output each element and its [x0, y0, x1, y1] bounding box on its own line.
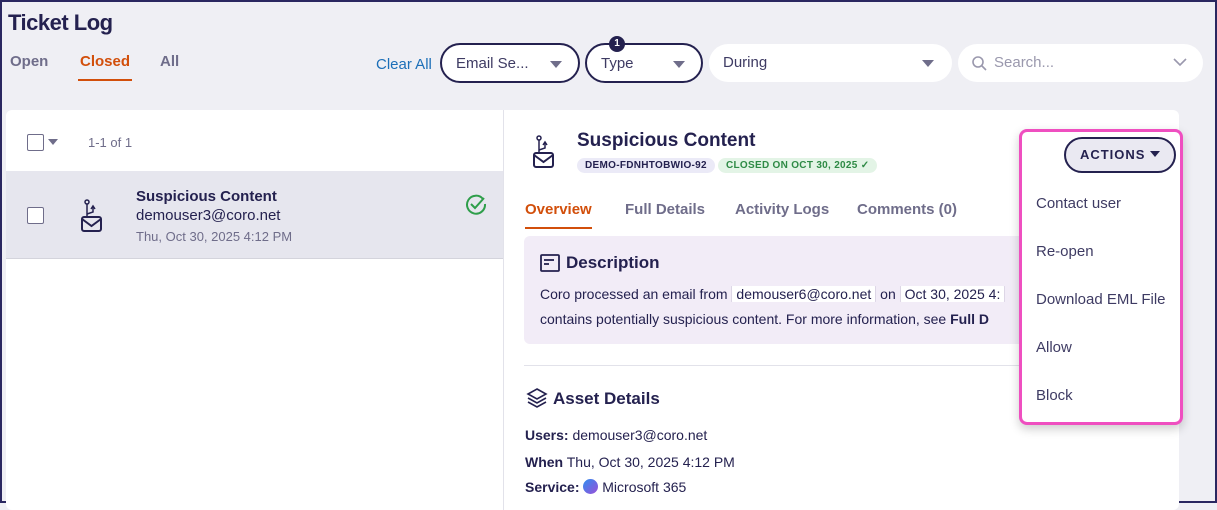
microsoft-365-icon [583, 479, 599, 494]
menu-item-block[interactable]: Block [1036, 387, 1073, 404]
sender-chip: demouser6@coro.net [731, 286, 877, 302]
actions-label: ACTIONS [1079, 147, 1146, 162]
actions-dropdown: ACTIONS Contact user Re-open Download EM… [1019, 129, 1183, 425]
users-value: demouser3@coro.net [572, 427, 708, 443]
chevron-down-icon [1173, 58, 1187, 67]
ticket-list [6, 110, 504, 510]
when-value: Thu, Oct 30, 2025 4:12 PM [566, 454, 735, 470]
filter-label: Type [601, 55, 634, 72]
select-menu-caret-icon[interactable] [48, 139, 58, 145]
date-chip: Oct 30, 2025 4: [899, 286, 1006, 302]
tab-full-details[interactable]: Full Details [625, 201, 706, 218]
description-text: Coro processed an email from [540, 286, 728, 302]
menu-item-contact-user[interactable]: Contact user [1036, 195, 1122, 212]
row-checkbox[interactable] [27, 207, 44, 224]
description-icon [540, 254, 560, 272]
tab-comments[interactable]: Comments (0) [857, 201, 958, 218]
menu-item-allow[interactable]: Allow [1036, 339, 1072, 356]
tab-closed[interactable]: Closed [77, 53, 133, 81]
list-item[interactable]: Suspicious Content demouser3@coro.net Th… [6, 171, 503, 259]
service-label: Service: [525, 479, 580, 495]
page-title: Ticket Log [8, 10, 113, 35]
caret-down-icon [550, 61, 562, 68]
description-panel: Description Coro processed an email from… [524, 236, 1044, 344]
phishing-email-icon [533, 135, 554, 168]
tab-all[interactable]: All [160, 53, 180, 70]
caret-down-icon [1150, 151, 1161, 157]
description-on: on [880, 286, 896, 302]
menu-item-download-eml[interactable]: Download EML File [1036, 291, 1166, 308]
tab-activity-logs[interactable]: Activity Logs [735, 201, 830, 218]
item-date: Thu, Oct 30, 2025 4:12 PM [136, 229, 293, 244]
item-user: demouser3@coro.net [136, 207, 281, 224]
filter-label: Email Se... [456, 55, 529, 72]
full-details-link[interactable]: Full D [950, 311, 989, 327]
users-label: Users: [525, 427, 569, 443]
caret-down-icon [673, 61, 685, 68]
caret-down-icon [922, 60, 934, 67]
during-filter[interactable]: During [709, 44, 952, 82]
closed-badge: CLOSED ON OCT 30, 2025 ✓ [718, 158, 878, 173]
divider [524, 365, 1044, 366]
asset-details-heading: Asset Details [553, 389, 660, 408]
item-title: Suspicious Content [136, 188, 277, 205]
email-security-filter[interactable]: Email Se... [440, 43, 580, 83]
service-value: Microsoft 365 [602, 479, 687, 495]
tab-overview[interactable]: Overview [525, 201, 592, 229]
search-icon [972, 56, 987, 71]
tab-open[interactable]: Open [10, 53, 49, 70]
ticket-id-badge: DEMO-FDNHTOBWIO-92 [577, 158, 715, 173]
clear-all-link[interactable]: Clear All [376, 56, 432, 73]
detail-title: Suspicious Content [577, 130, 756, 151]
layers-icon [526, 388, 548, 408]
description-heading: Description [566, 253, 660, 272]
when-label: When [525, 454, 564, 470]
menu-item-reopen[interactable]: Re-open [1036, 243, 1094, 260]
phishing-email-icon [81, 199, 102, 232]
search-input[interactable]: Search... [958, 44, 1203, 82]
filter-label: During [723, 54, 768, 71]
select-all-checkbox[interactable] [27, 134, 44, 151]
pagination: 1-1 of 1 [88, 135, 133, 150]
description-text-2: contains potentially suspicious content.… [540, 311, 947, 327]
check-circle-icon [466, 194, 487, 215]
filter-count-badge: 1 [609, 36, 625, 52]
type-filter[interactable]: Type [585, 43, 703, 83]
actions-button[interactable]: ACTIONS [1064, 137, 1176, 173]
search-placeholder: Search... [994, 54, 1055, 71]
